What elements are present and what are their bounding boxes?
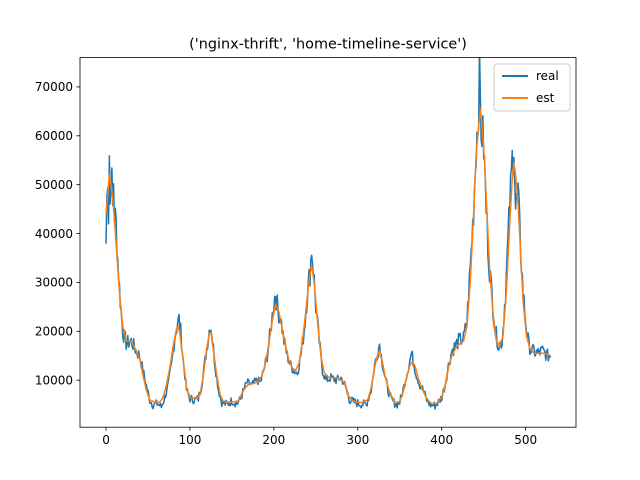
legend-label-real: real — [536, 69, 559, 83]
series-line-est — [105, 108, 552, 405]
plot-area — [80, 57, 576, 428]
y-tick-label: 60000 — [35, 129, 73, 143]
y-tick-label: 70000 — [35, 80, 73, 94]
x-tick-label: 100 — [178, 433, 201, 447]
x-axis: 0 100 200 300 400 500 — [102, 427, 537, 447]
x-tick-label: 0 — [102, 433, 110, 447]
x-tick-label: 500 — [514, 433, 537, 447]
y-tick-label: 50000 — [35, 178, 73, 192]
y-tick-label: 10000 — [35, 373, 73, 387]
plot-frame — [79, 57, 577, 428]
x-tick-label: 300 — [346, 433, 369, 447]
chart-title: ('nginx-thrift', 'home-timeline-service'… — [189, 37, 467, 53]
legend: real est — [493, 63, 571, 112]
x-tick-label: 400 — [430, 433, 453, 447]
x-tick-label: 200 — [262, 433, 285, 447]
y-tick-label: 40000 — [35, 227, 73, 241]
y-axis: 10000 20000 30000 40000 50000 60000 70000 — [35, 80, 80, 387]
series-layer — [105, 57, 552, 410]
legend-label-est: est — [536, 91, 555, 105]
y-tick-label: 30000 — [35, 276, 73, 290]
y-tick-label: 20000 — [35, 325, 73, 339]
